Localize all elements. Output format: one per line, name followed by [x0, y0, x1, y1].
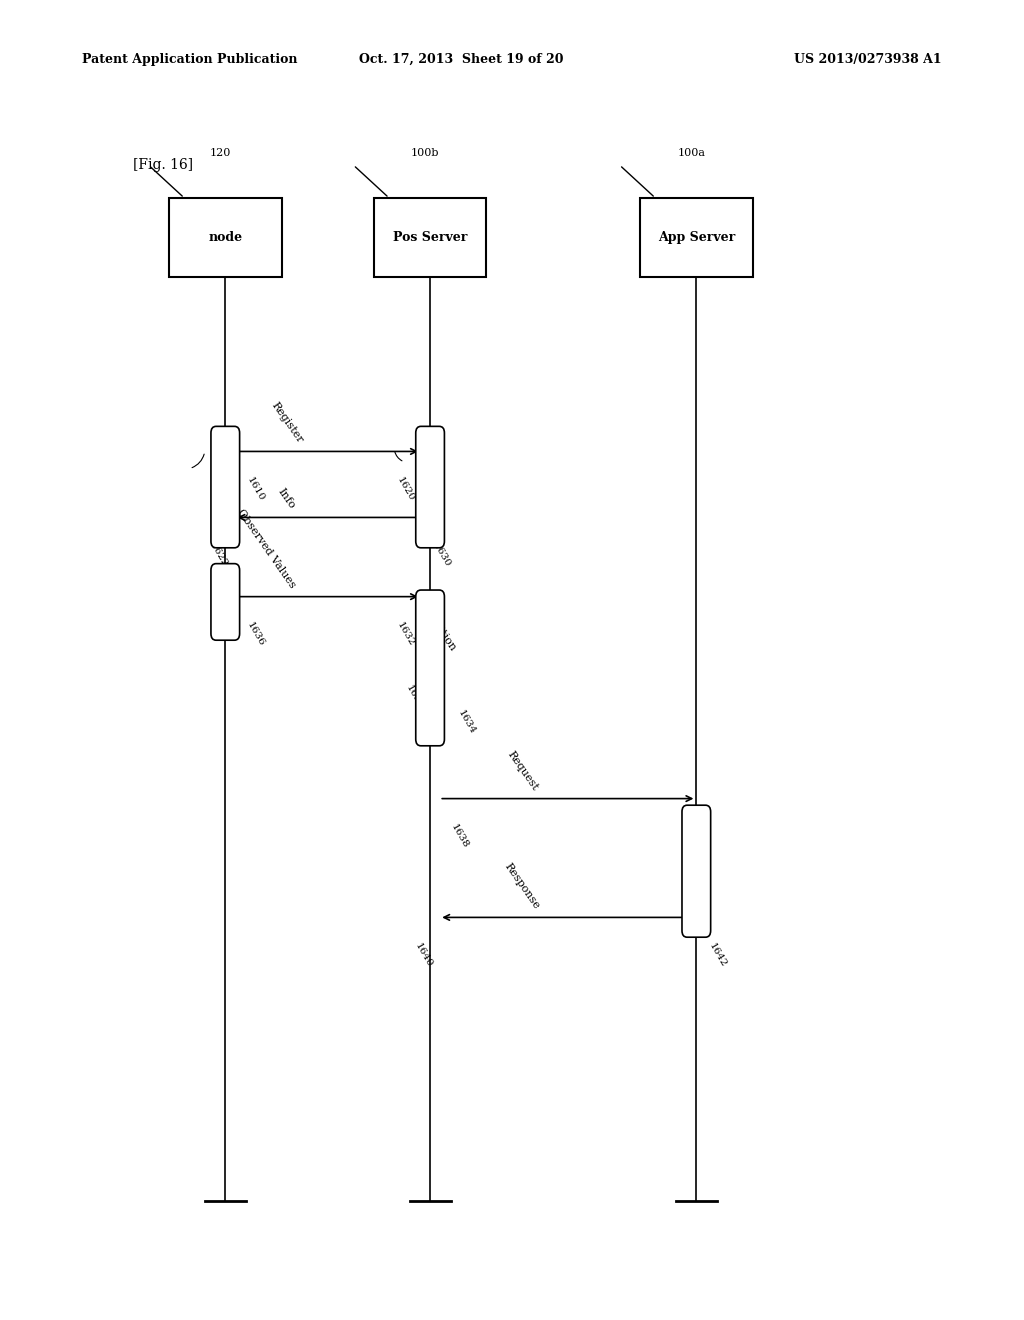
- FancyBboxPatch shape: [416, 426, 444, 548]
- Text: 1638: 1638: [450, 822, 471, 850]
- Text: Pos Server: Pos Server: [393, 231, 467, 244]
- FancyBboxPatch shape: [640, 198, 753, 277]
- FancyBboxPatch shape: [211, 564, 240, 640]
- Text: 1620: 1620: [394, 475, 416, 503]
- FancyBboxPatch shape: [169, 198, 282, 277]
- Text: Response: Response: [503, 861, 542, 911]
- Text: [Fig. 16]: [Fig. 16]: [133, 158, 194, 172]
- Text: 120: 120: [210, 148, 230, 158]
- Text: 1634: 1634: [456, 709, 477, 737]
- Text: US 2013/0273938 A1: US 2013/0273938 A1: [795, 53, 942, 66]
- Text: 100b: 100b: [411, 148, 439, 158]
- FancyBboxPatch shape: [416, 590, 444, 746]
- FancyBboxPatch shape: [682, 805, 711, 937]
- Text: Position: Position: [423, 611, 458, 653]
- Text: 1632: 1632: [394, 620, 416, 648]
- Text: 100a: 100a: [677, 148, 706, 158]
- Text: 1636: 1636: [245, 620, 266, 648]
- Text: Patent Application Publication: Patent Application Publication: [82, 53, 297, 66]
- Text: node: node: [208, 231, 243, 244]
- Text: Oct. 17, 2013  Sheet 19 of 20: Oct. 17, 2013 Sheet 19 of 20: [358, 53, 563, 66]
- FancyBboxPatch shape: [211, 426, 240, 548]
- Text: Info: Info: [276, 487, 297, 511]
- Text: 1634: 1634: [403, 684, 425, 711]
- Text: Register: Register: [269, 400, 304, 445]
- Text: 1642: 1642: [707, 941, 728, 969]
- Text: 1610: 1610: [245, 475, 266, 503]
- Text: Request: Request: [505, 748, 540, 792]
- FancyBboxPatch shape: [374, 198, 486, 277]
- Text: 1640: 1640: [413, 941, 434, 969]
- Text: Observed Values: Observed Values: [236, 507, 297, 590]
- Text: App Server: App Server: [657, 231, 735, 244]
- Text: 1630: 1630: [431, 541, 453, 569]
- Text: 1622: 1622: [208, 541, 229, 569]
